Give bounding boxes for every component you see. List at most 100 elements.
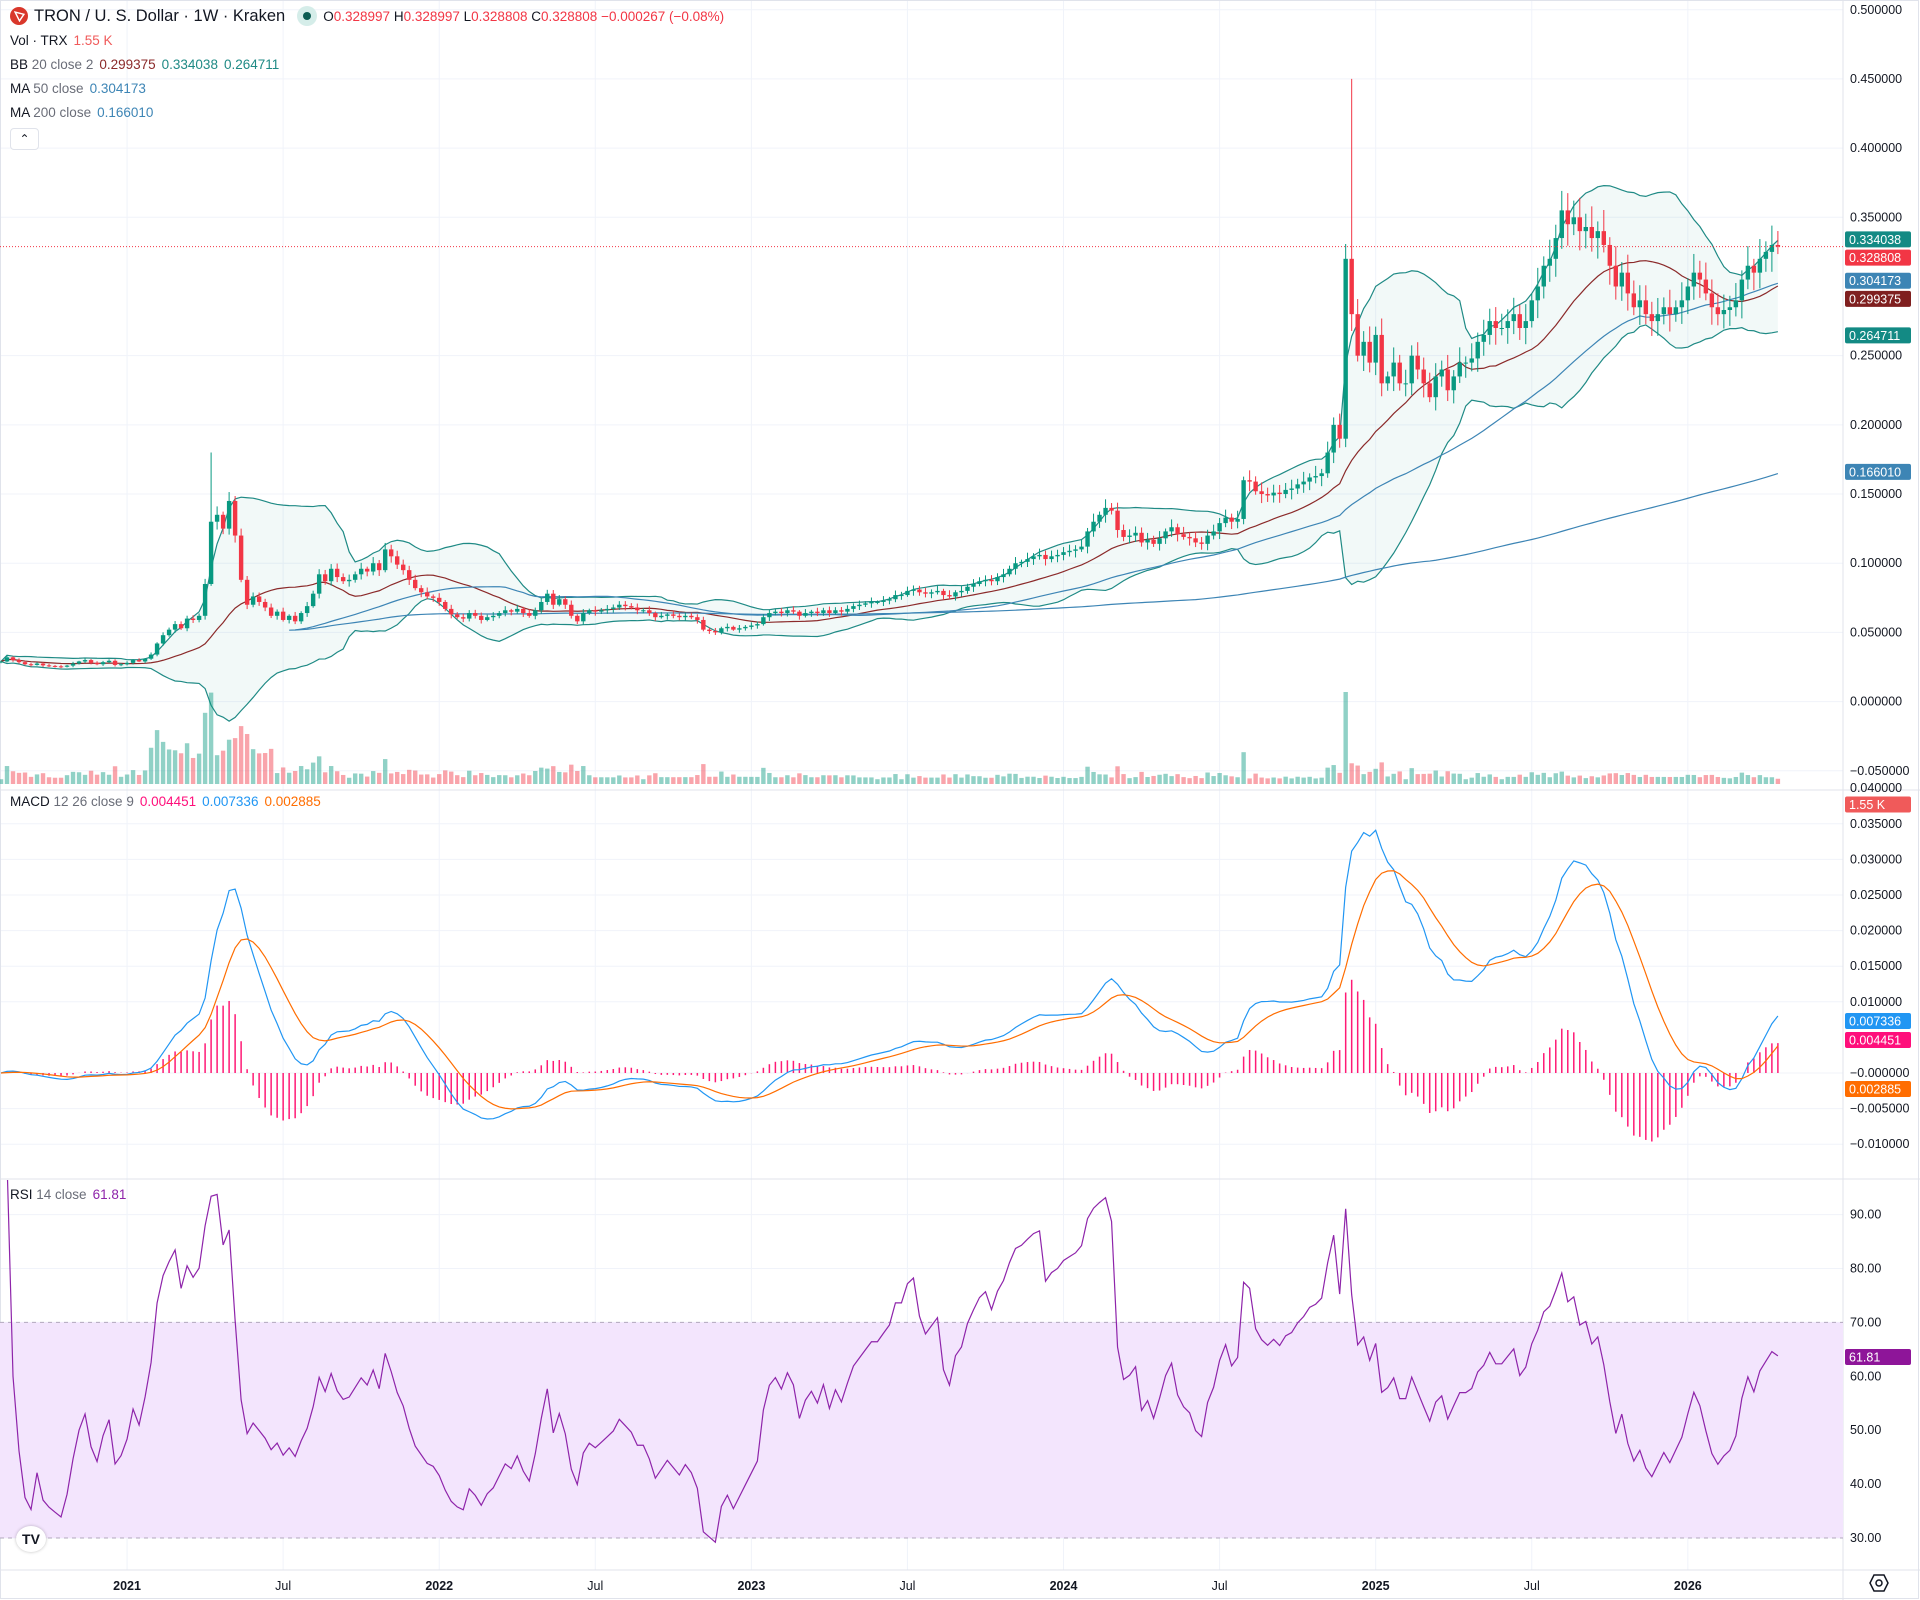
candle-body — [1169, 527, 1174, 532]
volume-bar — [1343, 692, 1348, 784]
settings-gear-icon[interactable] — [1868, 1572, 1890, 1594]
candle-body — [1769, 244, 1775, 252]
candle-body — [1007, 568, 1012, 575]
candle-body — [1583, 226, 1588, 232]
macd-axis-tick: 0.035000 — [1850, 817, 1902, 831]
candle-body — [370, 563, 376, 572]
volume-bar — [1241, 752, 1246, 784]
candle-body — [869, 601, 874, 604]
volume-bar — [1367, 771, 1372, 784]
volume-bar — [929, 777, 934, 784]
candle-body — [821, 610, 826, 614]
volume-bar — [268, 748, 274, 784]
candle-body — [1565, 210, 1570, 225]
candle-body — [755, 624, 760, 626]
volume-bar — [833, 775, 838, 784]
volume-bar — [893, 774, 898, 784]
candle-body — [1127, 535, 1132, 537]
volume-bar — [923, 777, 928, 784]
volume-bar — [112, 766, 118, 784]
price-axis-tick: 0.450000 — [1850, 72, 1902, 86]
candle-body — [394, 556, 400, 565]
price-axis-tick: 0.500000 — [1850, 3, 1902, 17]
ma200-legend-label: MA — [10, 105, 30, 120]
macd-axis-tick: 0.030000 — [1850, 852, 1902, 866]
candle-body — [893, 595, 898, 600]
ma200-value: 0.166010 — [97, 105, 154, 120]
macd-axis-tick: 0.040000 — [1850, 781, 1902, 795]
candle-body — [623, 604, 628, 607]
ma200-legend[interactable]: MA 200 close 0.166010 — [10, 105, 153, 120]
volume-bar — [1757, 775, 1763, 784]
volume-bar — [1109, 777, 1114, 784]
candle-body — [437, 597, 442, 602]
volume-bar — [635, 775, 640, 784]
volume-bar — [1649, 776, 1655, 784]
candle-body — [1421, 369, 1426, 384]
volume-bar — [707, 776, 712, 784]
volume-bar — [785, 775, 790, 784]
candle-body — [527, 613, 532, 616]
macd-value-label-bg — [1845, 1032, 1911, 1048]
volume-bar — [551, 766, 556, 784]
volume-bar — [995, 774, 1000, 784]
ma50-legend[interactable]: MA 50 close 0.304173 — [10, 81, 146, 96]
volume-bar — [256, 753, 262, 784]
rsi-value-label: 61.81 — [1849, 1351, 1880, 1365]
candle-body — [1361, 341, 1366, 356]
tradingview-logo-icon[interactable]: TV — [16, 1526, 46, 1552]
candle-body — [857, 604, 862, 607]
candle-body — [731, 626, 736, 630]
market-status-icon[interactable] — [297, 6, 318, 26]
symbol-title[interactable]: TRON / U. S. Dollar · 1W · Kraken — [34, 6, 286, 25]
volume-bar — [136, 774, 142, 784]
volume-bar — [1685, 774, 1691, 784]
time-axis-tick: Jul — [587, 1579, 603, 1593]
candle-body — [983, 579, 988, 582]
candle-body — [1259, 491, 1264, 495]
volume-bar — [653, 773, 658, 784]
candle-body — [797, 611, 802, 616]
macd-axis-tick: −0.005000 — [1850, 1102, 1909, 1116]
volume-bar — [34, 774, 40, 784]
candle-body — [1469, 358, 1474, 363]
candle-body — [767, 613, 772, 618]
candle-body — [935, 590, 940, 593]
volume-bar — [1115, 766, 1120, 784]
volume-bar — [815, 777, 820, 784]
volume-bar — [953, 774, 958, 784]
volume-legend[interactable]: Vol · TRX 1.55 K — [10, 33, 113, 48]
volume-bar — [1073, 778, 1078, 784]
macd-axis-tick: 0.025000 — [1850, 888, 1902, 902]
candle-body — [845, 608, 850, 612]
bb-legend[interactable]: BB 20 close 2 0.299375 0.334038 0.264711 — [10, 57, 279, 72]
candle-body — [220, 514, 226, 529]
volume-bar — [1061, 776, 1066, 784]
candle-body — [1493, 321, 1498, 329]
candle-body — [407, 570, 412, 580]
candle-body — [839, 610, 844, 612]
rsi-axis-tick: 50.00 — [1850, 1423, 1881, 1437]
macd-value-label: 0.007336 — [1849, 1015, 1901, 1029]
volume-bar — [1127, 778, 1132, 784]
volume-bar — [1079, 776, 1084, 784]
time-axis-tick: 2024 — [1050, 1579, 1078, 1593]
volume-bar — [106, 774, 112, 784]
volume-bar — [539, 767, 544, 784]
collapse-legend-button[interactable]: ⌃ — [10, 128, 39, 150]
candle-body — [208, 521, 214, 584]
ma50-legend-params: 50 close — [33, 81, 84, 96]
candle-body — [1181, 534, 1186, 537]
volume-bar — [683, 777, 688, 784]
macd-legend[interactable]: MACD 12 26 close 9 0.004451 0.007336 0.0… — [10, 794, 321, 809]
price-axis-tick: 0.350000 — [1850, 210, 1902, 224]
candle-body — [1739, 279, 1745, 301]
candle-body — [743, 626, 748, 629]
volume-bar — [665, 777, 670, 784]
high-label: H — [393, 8, 404, 24]
volume-bar — [1499, 779, 1504, 784]
rsi-legend[interactable]: RSI 14 close 61.81 — [10, 1187, 126, 1202]
candle-body — [1091, 521, 1096, 532]
